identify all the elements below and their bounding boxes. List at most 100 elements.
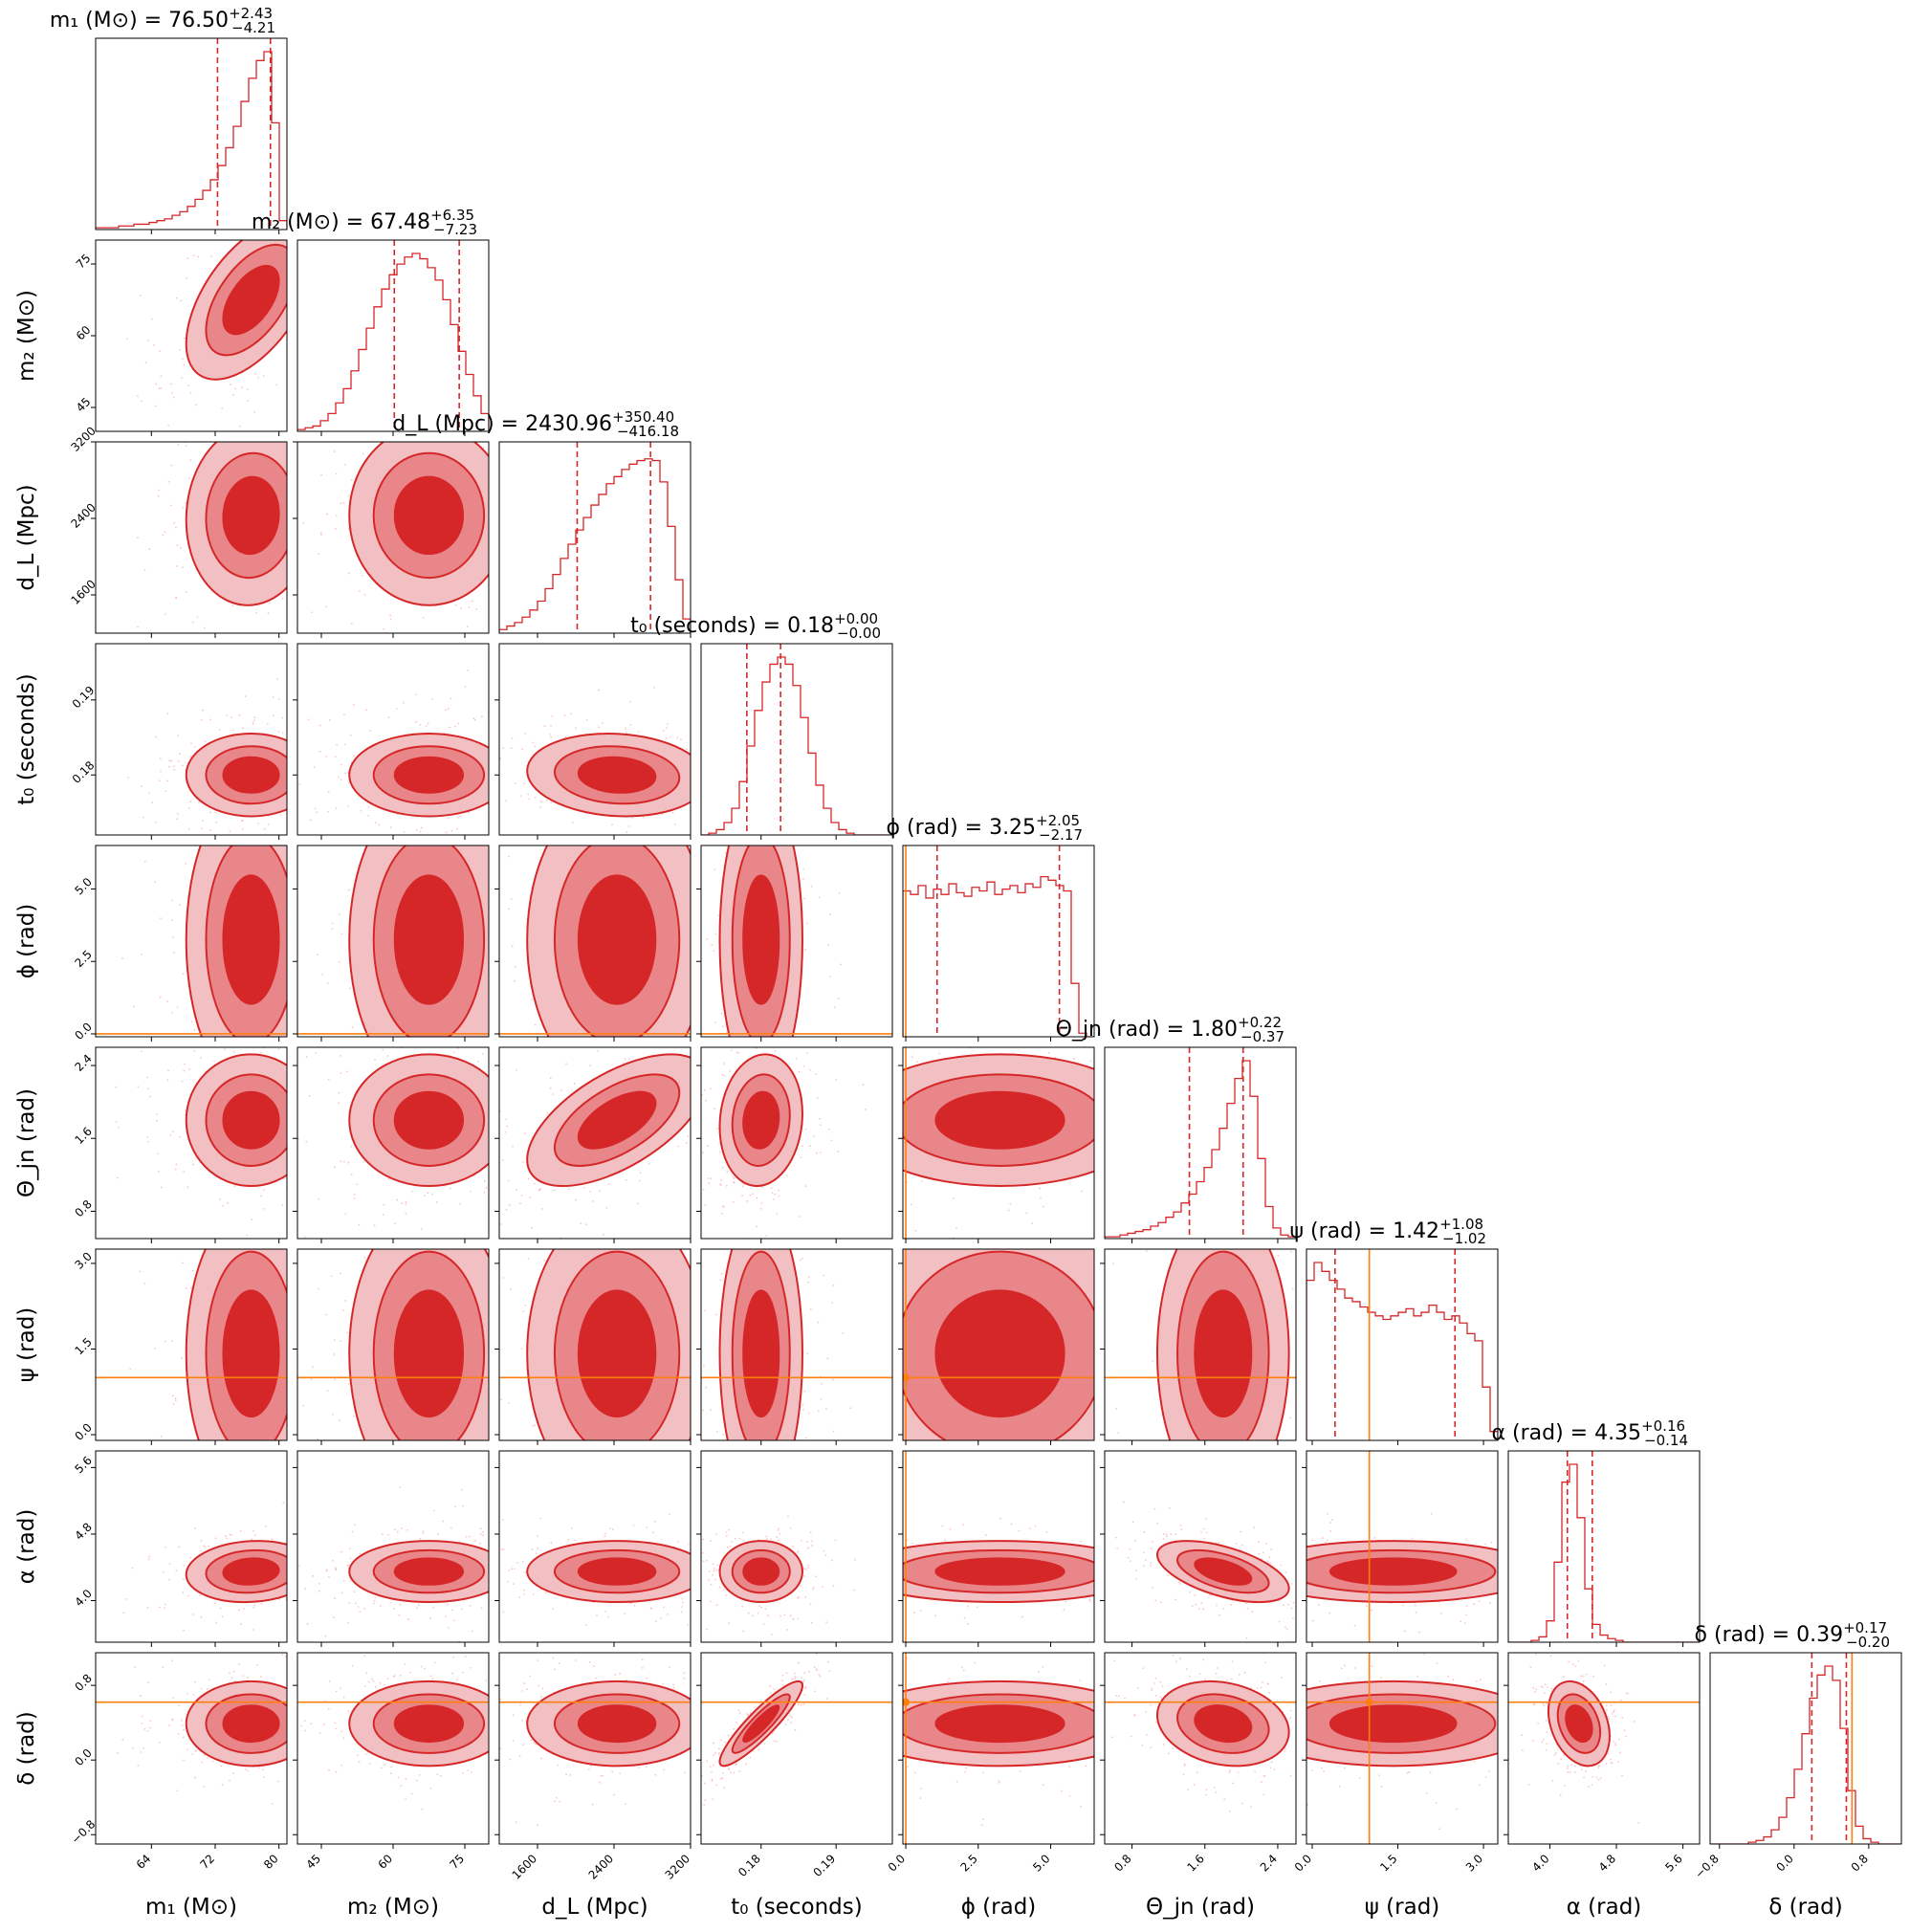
sample-point (211, 686, 213, 688)
sample-point (403, 702, 405, 704)
sample-point (546, 1112, 548, 1114)
contour-level-3 (579, 875, 655, 1003)
sample-point (467, 1039, 469, 1041)
sample-point (268, 1039, 270, 1041)
sample-point (251, 1231, 252, 1233)
title-dl: d_L (Mpc) = 2430.96+350.40 −416.18 (392, 408, 679, 440)
sample-point (338, 1103, 340, 1105)
sample-point (708, 1136, 710, 1138)
sample-point (736, 1052, 738, 1054)
sample-point (339, 961, 340, 963)
sample-point (643, 817, 645, 819)
y-tick-label: 1.6 (72, 1125, 94, 1147)
sample-point (522, 1496, 524, 1498)
sample-point (311, 1378, 313, 1380)
sample-point (837, 1151, 839, 1153)
sample-point (200, 1470, 202, 1472)
hist-dl (499, 459, 691, 633)
sample-point (348, 573, 350, 575)
sample-point (723, 1063, 725, 1065)
sample-point (683, 1192, 685, 1194)
sample-point (298, 893, 300, 895)
sample-point (330, 959, 332, 961)
sample-point (392, 115, 394, 117)
sample-point (752, 804, 754, 806)
sample-point (705, 1125, 707, 1127)
sample-point (305, 281, 307, 283)
sample-point (307, 1209, 309, 1211)
sample-point (827, 1358, 829, 1360)
sample-point (324, 417, 326, 419)
sample-point (138, 436, 140, 438)
sample-point (676, 1527, 678, 1529)
sample-point (298, 1287, 300, 1289)
sample-point (789, 802, 791, 804)
sample-point (1198, 1075, 1200, 1077)
sample-point (294, 569, 296, 571)
sample-point (472, 601, 473, 603)
sample-point (278, 698, 280, 700)
sample-point (746, 1200, 748, 1202)
sample-point (484, 1192, 486, 1194)
y-tick-label: 2.4 (72, 1052, 94, 1074)
sample-point (732, 1175, 734, 1177)
sample-point (541, 1089, 543, 1091)
sample-point (168, 759, 170, 761)
sample-point (289, 592, 291, 594)
sample-point (659, 843, 661, 845)
sample-point (154, 1348, 156, 1350)
sample-point (675, 1530, 677, 1532)
sample-point (670, 736, 671, 738)
sample-point (584, 814, 586, 816)
sample-point (332, 1414, 334, 1416)
y-tick-label: 2.5 (72, 948, 94, 970)
sample-point (368, 806, 370, 808)
sample-point (294, 792, 296, 794)
sample-point (878, 1156, 880, 1158)
sample-point (449, 727, 450, 729)
sample-point (350, 483, 352, 485)
sample-point (273, 669, 274, 670)
sample-point (180, 547, 182, 549)
sample-point (374, 1059, 376, 1061)
sample-point (320, 868, 322, 870)
sample-point (340, 779, 342, 780)
sample-point (493, 1021, 494, 1022)
sample-point (405, 1213, 406, 1215)
sample-point (1096, 1080, 1098, 1082)
sample-point (129, 1369, 131, 1371)
sample-point (308, 718, 310, 720)
sample-point (531, 1227, 533, 1229)
sample-point (704, 1204, 706, 1206)
contour-level-3 (223, 875, 278, 1003)
sample-point (314, 766, 316, 768)
sample-point (486, 1044, 488, 1046)
sample-point (279, 843, 281, 845)
sample-point (593, 1055, 595, 1057)
sample-point (539, 1072, 541, 1074)
hist-phi (903, 877, 1094, 1037)
sample-point (317, 1438, 318, 1440)
sample-point (550, 1087, 552, 1089)
sample-point (804, 949, 806, 951)
sample-point (232, 604, 234, 606)
sample-point (515, 1053, 516, 1055)
sample-point (295, 1155, 296, 1157)
sample-point (187, 1186, 189, 1188)
hist-panel-phi: ϕ (rad) = 3.25+2.05 −2.17 (886, 812, 1094, 1042)
sample-point (321, 974, 323, 976)
sample-point (305, 739, 307, 741)
sample-point (335, 528, 337, 530)
sample-point (302, 485, 304, 487)
sample-point (420, 715, 422, 717)
sample-point (409, 1240, 411, 1242)
sample-point (383, 1053, 384, 1055)
sample-point (674, 1162, 676, 1164)
sample-point (293, 939, 295, 941)
sample-point (839, 1112, 841, 1114)
sample-point (606, 1053, 608, 1055)
sample-point (155, 736, 157, 738)
sample-point (165, 1341, 166, 1343)
sample-point (275, 384, 277, 386)
sample-point (316, 1204, 318, 1206)
